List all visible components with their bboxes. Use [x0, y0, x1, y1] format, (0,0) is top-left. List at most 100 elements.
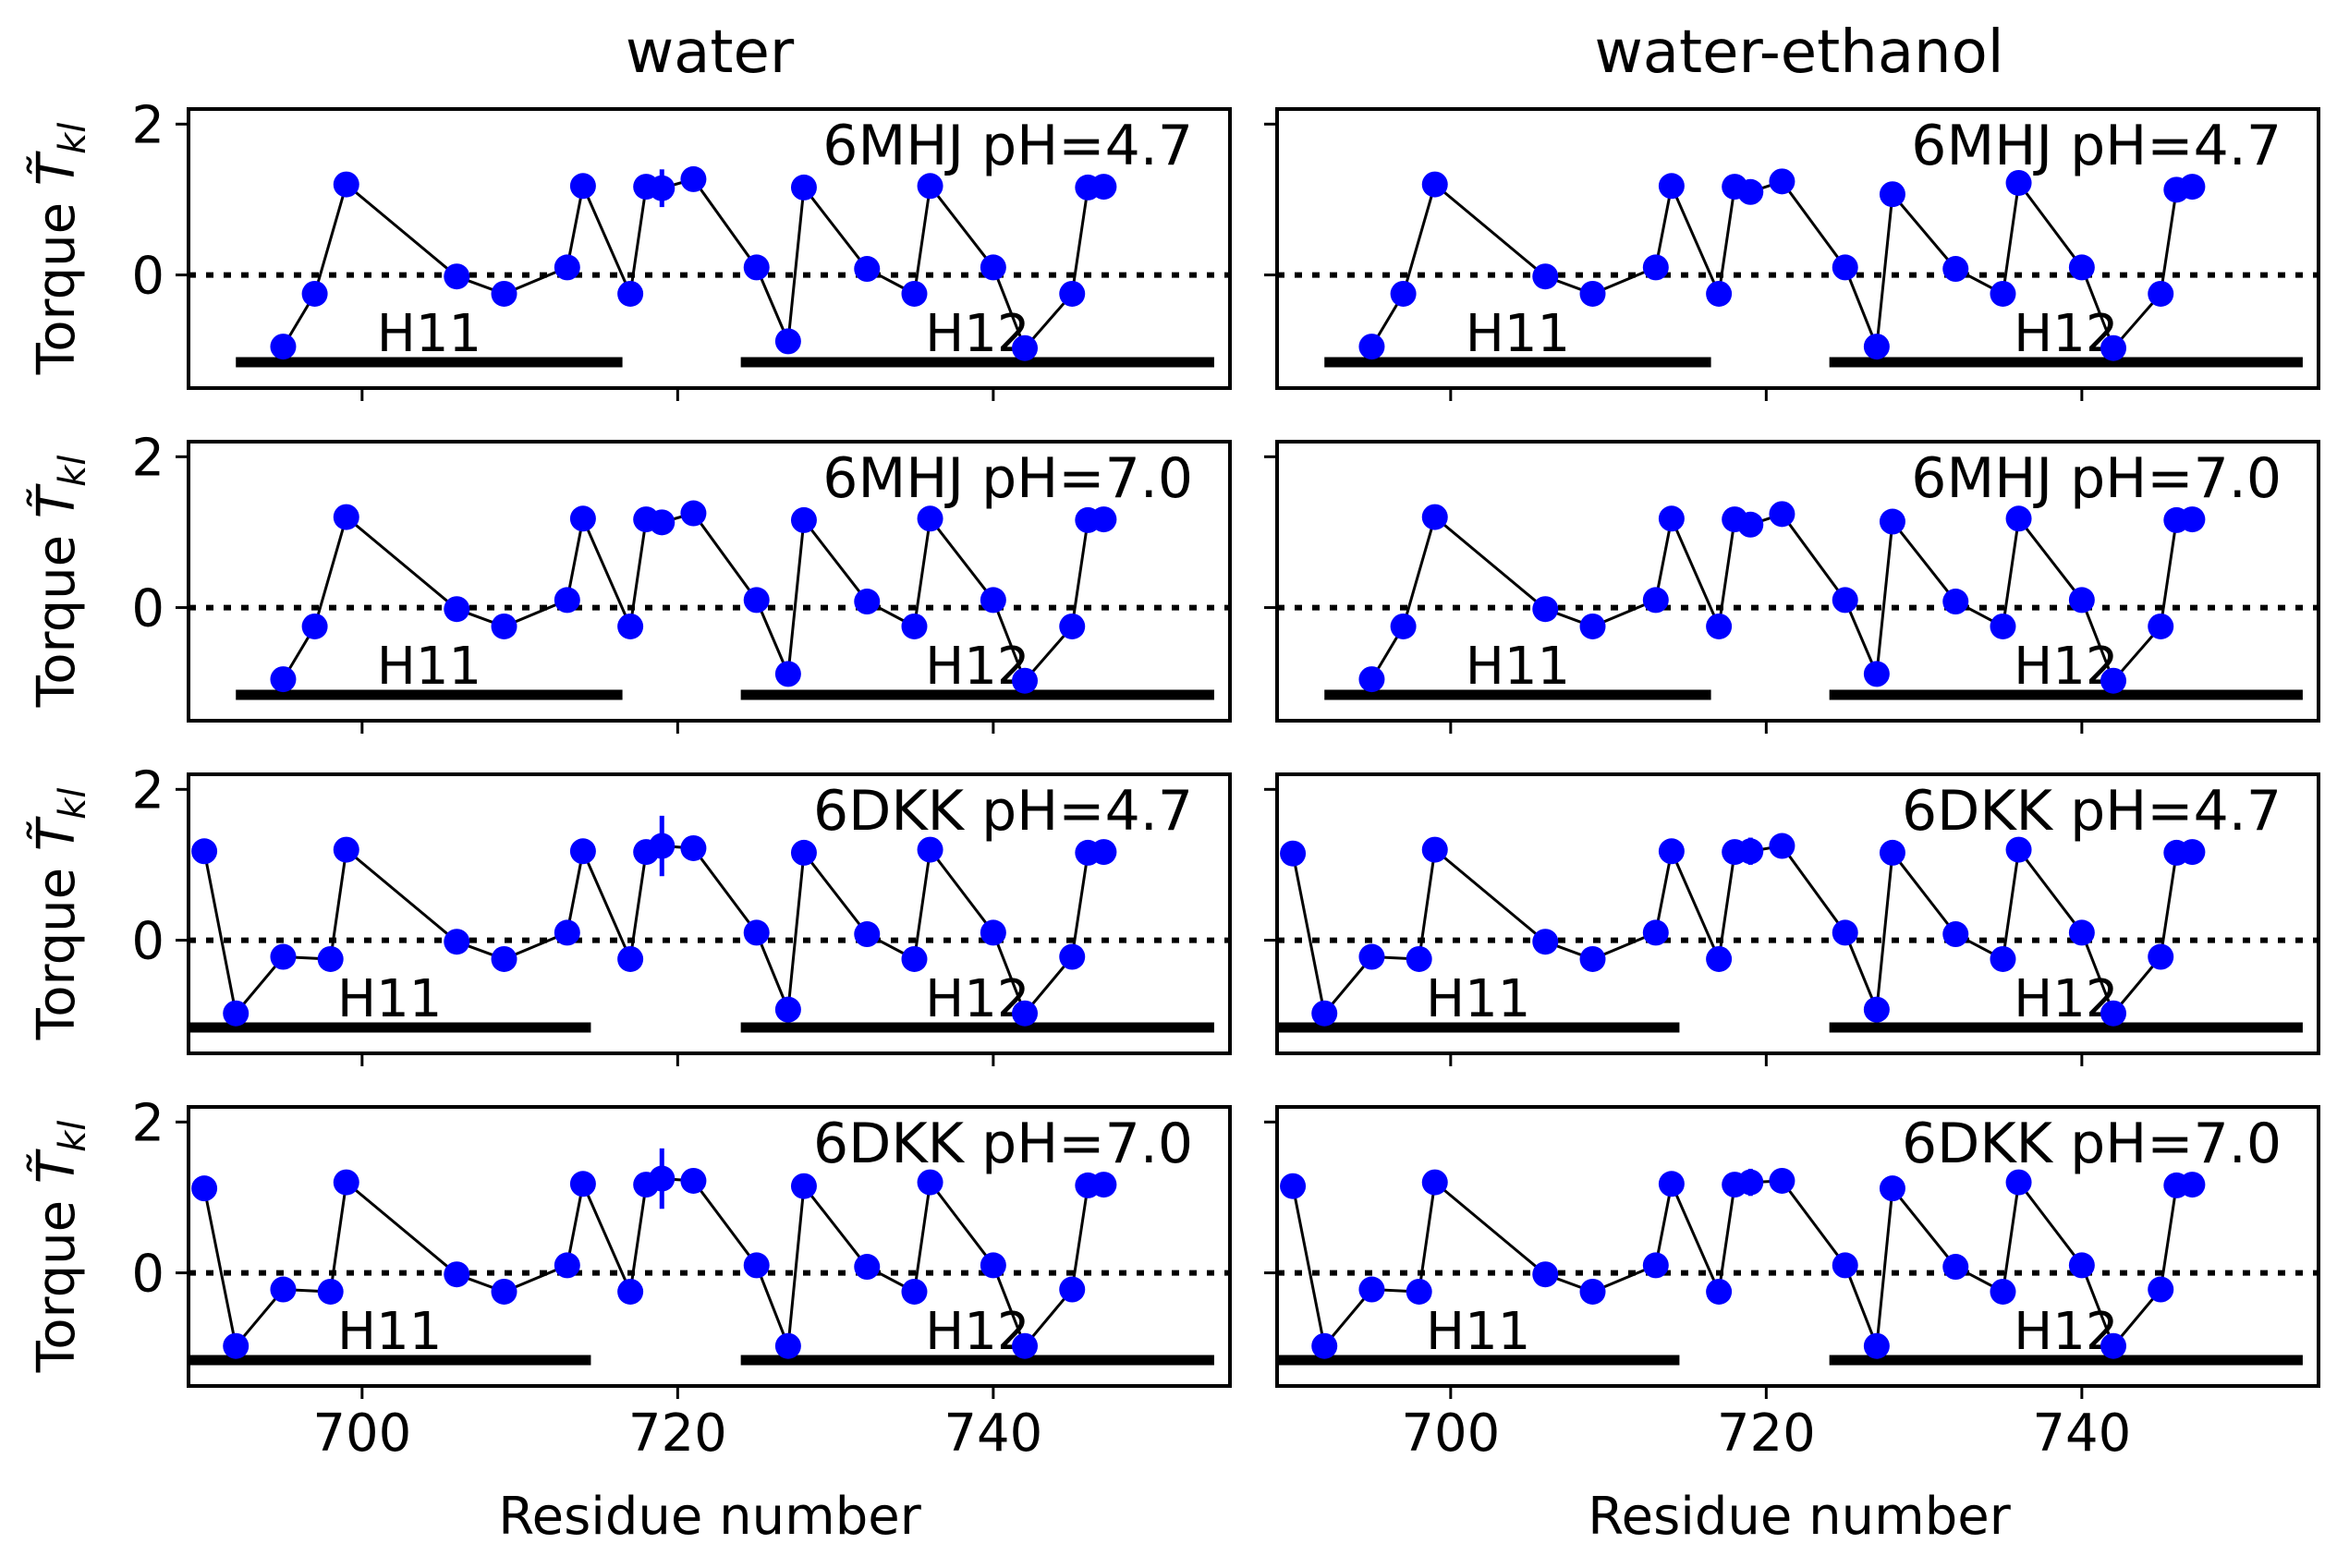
panel-2-data-point-709	[1579, 280, 1606, 307]
panel-5-data-point-747	[1090, 839, 1117, 866]
panel-6-data-point-747	[2179, 839, 2206, 866]
panel-1-annotation: 6MHJ pH=4.7	[822, 114, 1193, 178]
panel-1-data-point-735	[901, 280, 928, 307]
panel-1-data-point-719	[649, 175, 676, 201]
panel-7-data-point-736	[917, 1169, 943, 1196]
panel-4-data-point-697	[1390, 613, 1417, 639]
panel-3-annotation: 6MHJ pH=7.0	[822, 446, 1193, 511]
panel-8-data-point-714	[1658, 1171, 1685, 1197]
y-axis-label-symbol: T̃	[27, 1149, 87, 1184]
panel-8-series-line	[1291, 1178, 2193, 1350]
panel-6-data-point-740	[2068, 919, 2095, 946]
panel-7-series-line	[202, 1176, 1104, 1350]
panel-6-data-point-692	[1311, 1000, 1338, 1027]
panel-8-data-point-732	[1942, 1254, 1969, 1281]
panel-8-data-point-747	[2179, 1172, 2206, 1198]
panel-3-data-point-727	[774, 661, 801, 687]
panel-2-data-point-717	[1706, 280, 1733, 307]
panel-3-data-point-699	[333, 504, 359, 530]
panel-1-data-point-713	[554, 254, 580, 281]
panel-6-data-point-698	[1406, 945, 1432, 972]
y-axis-label-symbol: T̃	[27, 483, 87, 518]
panel-7-data-point-706	[444, 1261, 470, 1288]
panel-2-annotation: 6MHJ pH=4.7	[1911, 114, 2282, 178]
panel-3-data-point-740	[980, 587, 1006, 614]
panel-5-data-point-713	[554, 919, 580, 946]
panel-1-y-tick-label-2: 2	[131, 95, 164, 155]
panel-3-data-point-695	[270, 666, 297, 693]
panel-7-data-point-719	[649, 1165, 676, 1192]
panel-5-y-tick-label-0: 0	[131, 912, 164, 972]
panel-6-data-point-717	[1706, 945, 1733, 972]
panel-8-data-point-728	[1879, 1175, 1905, 1202]
panel-3-data-point-719	[649, 509, 676, 536]
panel-2-data-point-727	[1863, 334, 1890, 360]
panel-2-frame	[1275, 107, 2320, 390]
panel-4-helix-label-h11: H11	[1466, 637, 1570, 697]
panel-8-data-point-698	[1406, 1278, 1432, 1305]
panel-8-data-point-699	[1421, 1169, 1448, 1196]
panel-3-data-point-697	[301, 613, 328, 639]
panel-5-data-point-695	[270, 943, 297, 970]
panel-1-series-line	[282, 177, 1104, 351]
panel-3-data-point-735	[901, 613, 928, 639]
y-axis-label-subscript: kl	[52, 123, 94, 154]
panel-3-data-point-728	[790, 506, 817, 533]
panel-2-data-point-745	[2148, 280, 2174, 307]
panel-3-data-point-725	[743, 587, 770, 614]
panel-6-data-point-714	[1658, 838, 1685, 865]
panel-1-data-point-706	[444, 263, 470, 290]
panel-8-data-point-709	[1579, 1278, 1606, 1305]
panel-6-data-point-725	[1832, 919, 1858, 946]
panel-2-data-point-721	[1769, 168, 1795, 195]
panel-2-data-point-719	[1737, 178, 1764, 205]
panel-3-helix-label-h11: H11	[377, 637, 481, 697]
panel-3-data-point-709	[491, 613, 517, 639]
panel-3-data-point-706	[444, 596, 470, 623]
panel-7-data-point-721	[680, 1167, 707, 1194]
panel-8-data-point-725	[1832, 1252, 1858, 1279]
panel-3-data-point-713	[554, 587, 580, 614]
y-axis-label-text: Torque	[27, 1184, 87, 1373]
panel-5-data-point-728	[790, 839, 817, 866]
panel-2-data-point-697	[1390, 280, 1417, 307]
panel-4-data-point-713	[1642, 587, 1669, 614]
panel-7-data-point-692	[223, 1332, 250, 1359]
panel-5-data-point-699	[333, 836, 359, 863]
panel-5-data-point-732	[854, 921, 881, 948]
panel-7-data-point-698	[317, 1278, 344, 1305]
panel-2-data-point-706	[1532, 263, 1559, 290]
panel-4-annotation: 6MHJ pH=7.0	[1911, 446, 2282, 511]
panel-4-data-point-719	[1737, 511, 1764, 538]
panel-6-data-point-690	[1280, 840, 1307, 867]
panel-3-data-point-742	[1012, 667, 1039, 694]
panel-7-x-tick-label-720: 720	[628, 1404, 727, 1464]
panel-2-data-point-713	[1642, 254, 1669, 281]
panel-1-data-point-747	[1090, 174, 1117, 201]
panel-7-data-point-735	[901, 1278, 928, 1305]
panel-8-data-point-745	[2148, 1276, 2174, 1303]
panel-6-series-line	[1291, 844, 2193, 1017]
panel-1-data-point-727	[774, 328, 801, 355]
panel-7-y-axis-label: Torque T̃kl	[27, 1121, 94, 1374]
panel-7-annotation: 6DKK pH=7.0	[813, 1112, 1193, 1176]
panel-1-data-point-736	[917, 173, 943, 200]
panel-3-series-line	[282, 511, 1104, 684]
panel-7-x-tick-label-700: 700	[312, 1404, 411, 1464]
panel-7-data-point-745	[1059, 1276, 1086, 1303]
x-axis-label-water: Residue number	[498, 1487, 921, 1547]
panel-1-data-point-709	[491, 280, 517, 307]
panel-3-frame	[187, 440, 1232, 723]
panel-1-data-point-699	[333, 171, 359, 198]
panel-3-data-point-732	[854, 589, 881, 615]
panel-4-data-point-695	[1358, 666, 1385, 693]
panel-8-data-point-706	[1532, 1261, 1559, 1288]
panel-2-series-line	[1370, 179, 2193, 351]
y-axis-label-text: Torque	[27, 186, 87, 375]
panel-7-data-point-727	[774, 1332, 801, 1359]
panel-4-data-point-735	[1990, 613, 2016, 639]
